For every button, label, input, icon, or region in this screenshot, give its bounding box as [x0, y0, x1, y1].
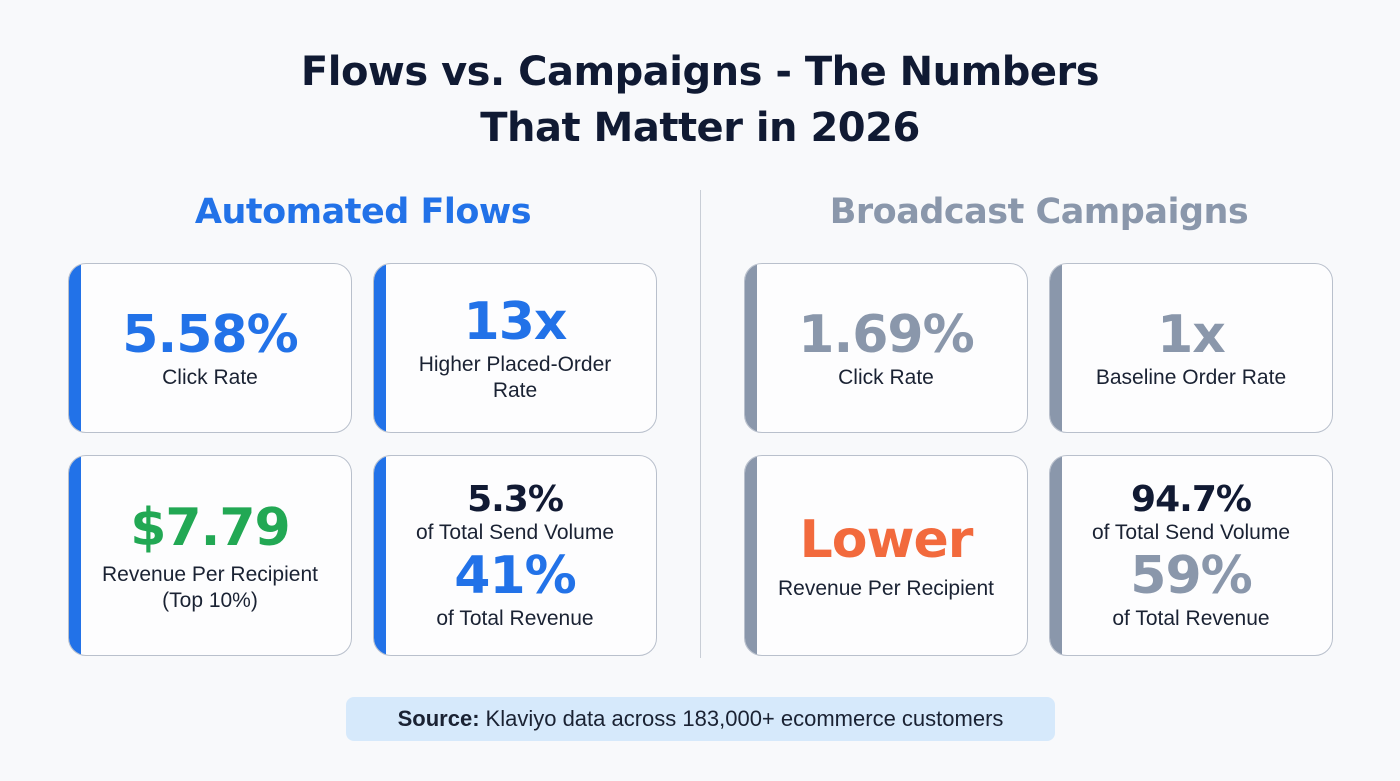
source-text: Klaviyo data across 183,000+ ecommerce c…	[485, 706, 1004, 731]
metric-label: Click Rate	[162, 366, 258, 389]
metric-value: 1.69%	[798, 305, 974, 365]
metric-label: Baseline Order Rate	[1095, 366, 1287, 389]
flows-rpr-card: $7.79 Revenue Per Recipient (Top 10%)	[68, 455, 352, 656]
page-title: Flows vs. Campaigns - The Numbers That M…	[0, 44, 1400, 156]
source-prefix: Source:	[397, 706, 480, 731]
metric-value: 5.3%	[467, 478, 564, 520]
metric-value: 59%	[1130, 545, 1252, 606]
title-line-1: Flows vs. Campaigns - The Numbers	[300, 49, 1100, 95]
metric-value: 94.7%	[1131, 478, 1252, 520]
metric-label: Click Rate	[838, 366, 934, 389]
campaigns-heading: Broadcast Campaigns	[829, 192, 1249, 232]
metric-label: Rate	[492, 379, 538, 402]
metric-label: Revenue Per Recipient	[778, 576, 994, 600]
metric-label: of Total Send Volume	[415, 520, 615, 544]
metric-label: of Total Revenue	[1112, 606, 1270, 630]
flows-volume-revenue-card: 5.3% of Total Send Volume 41% of Total R…	[373, 455, 657, 656]
metric-value: 13x	[463, 292, 568, 352]
column-divider	[700, 190, 701, 658]
source-note: Source: Klaviyo data across 183,000+ eco…	[346, 697, 1055, 741]
metric-value: $7.79	[130, 497, 290, 558]
metric-label: Higher Placed-Order	[418, 353, 612, 376]
campaigns-click-rate-card: 1.69% Click Rate	[744, 263, 1028, 433]
metric-label: Revenue Per Recipient	[102, 562, 318, 586]
flows-click-rate-card: 5.58% Click Rate	[68, 263, 352, 433]
metric-value: 41%	[454, 545, 576, 606]
flows-heading: Automated Flows	[194, 192, 532, 232]
metric-label: of Total Revenue	[436, 606, 594, 630]
metric-value: Lower	[799, 509, 974, 570]
campaigns-order-rate-card: 1x Baseline Order Rate	[1049, 263, 1333, 433]
campaigns-rpr-card: Lower Revenue Per Recipient	[744, 455, 1028, 656]
flows-order-rate-card: 13x Higher Placed-Order Rate	[373, 263, 657, 433]
metric-value: 5.58%	[122, 305, 298, 365]
title-line-2: That Matter in 2026	[480, 105, 920, 151]
metric-value: 1x	[1157, 305, 1226, 365]
campaigns-volume-revenue-card: 94.7% of Total Send Volume 59% of Total …	[1049, 455, 1333, 656]
metric-label: of Total Send Volume	[1091, 520, 1291, 544]
metric-label: (Top 10%)	[162, 588, 258, 612]
